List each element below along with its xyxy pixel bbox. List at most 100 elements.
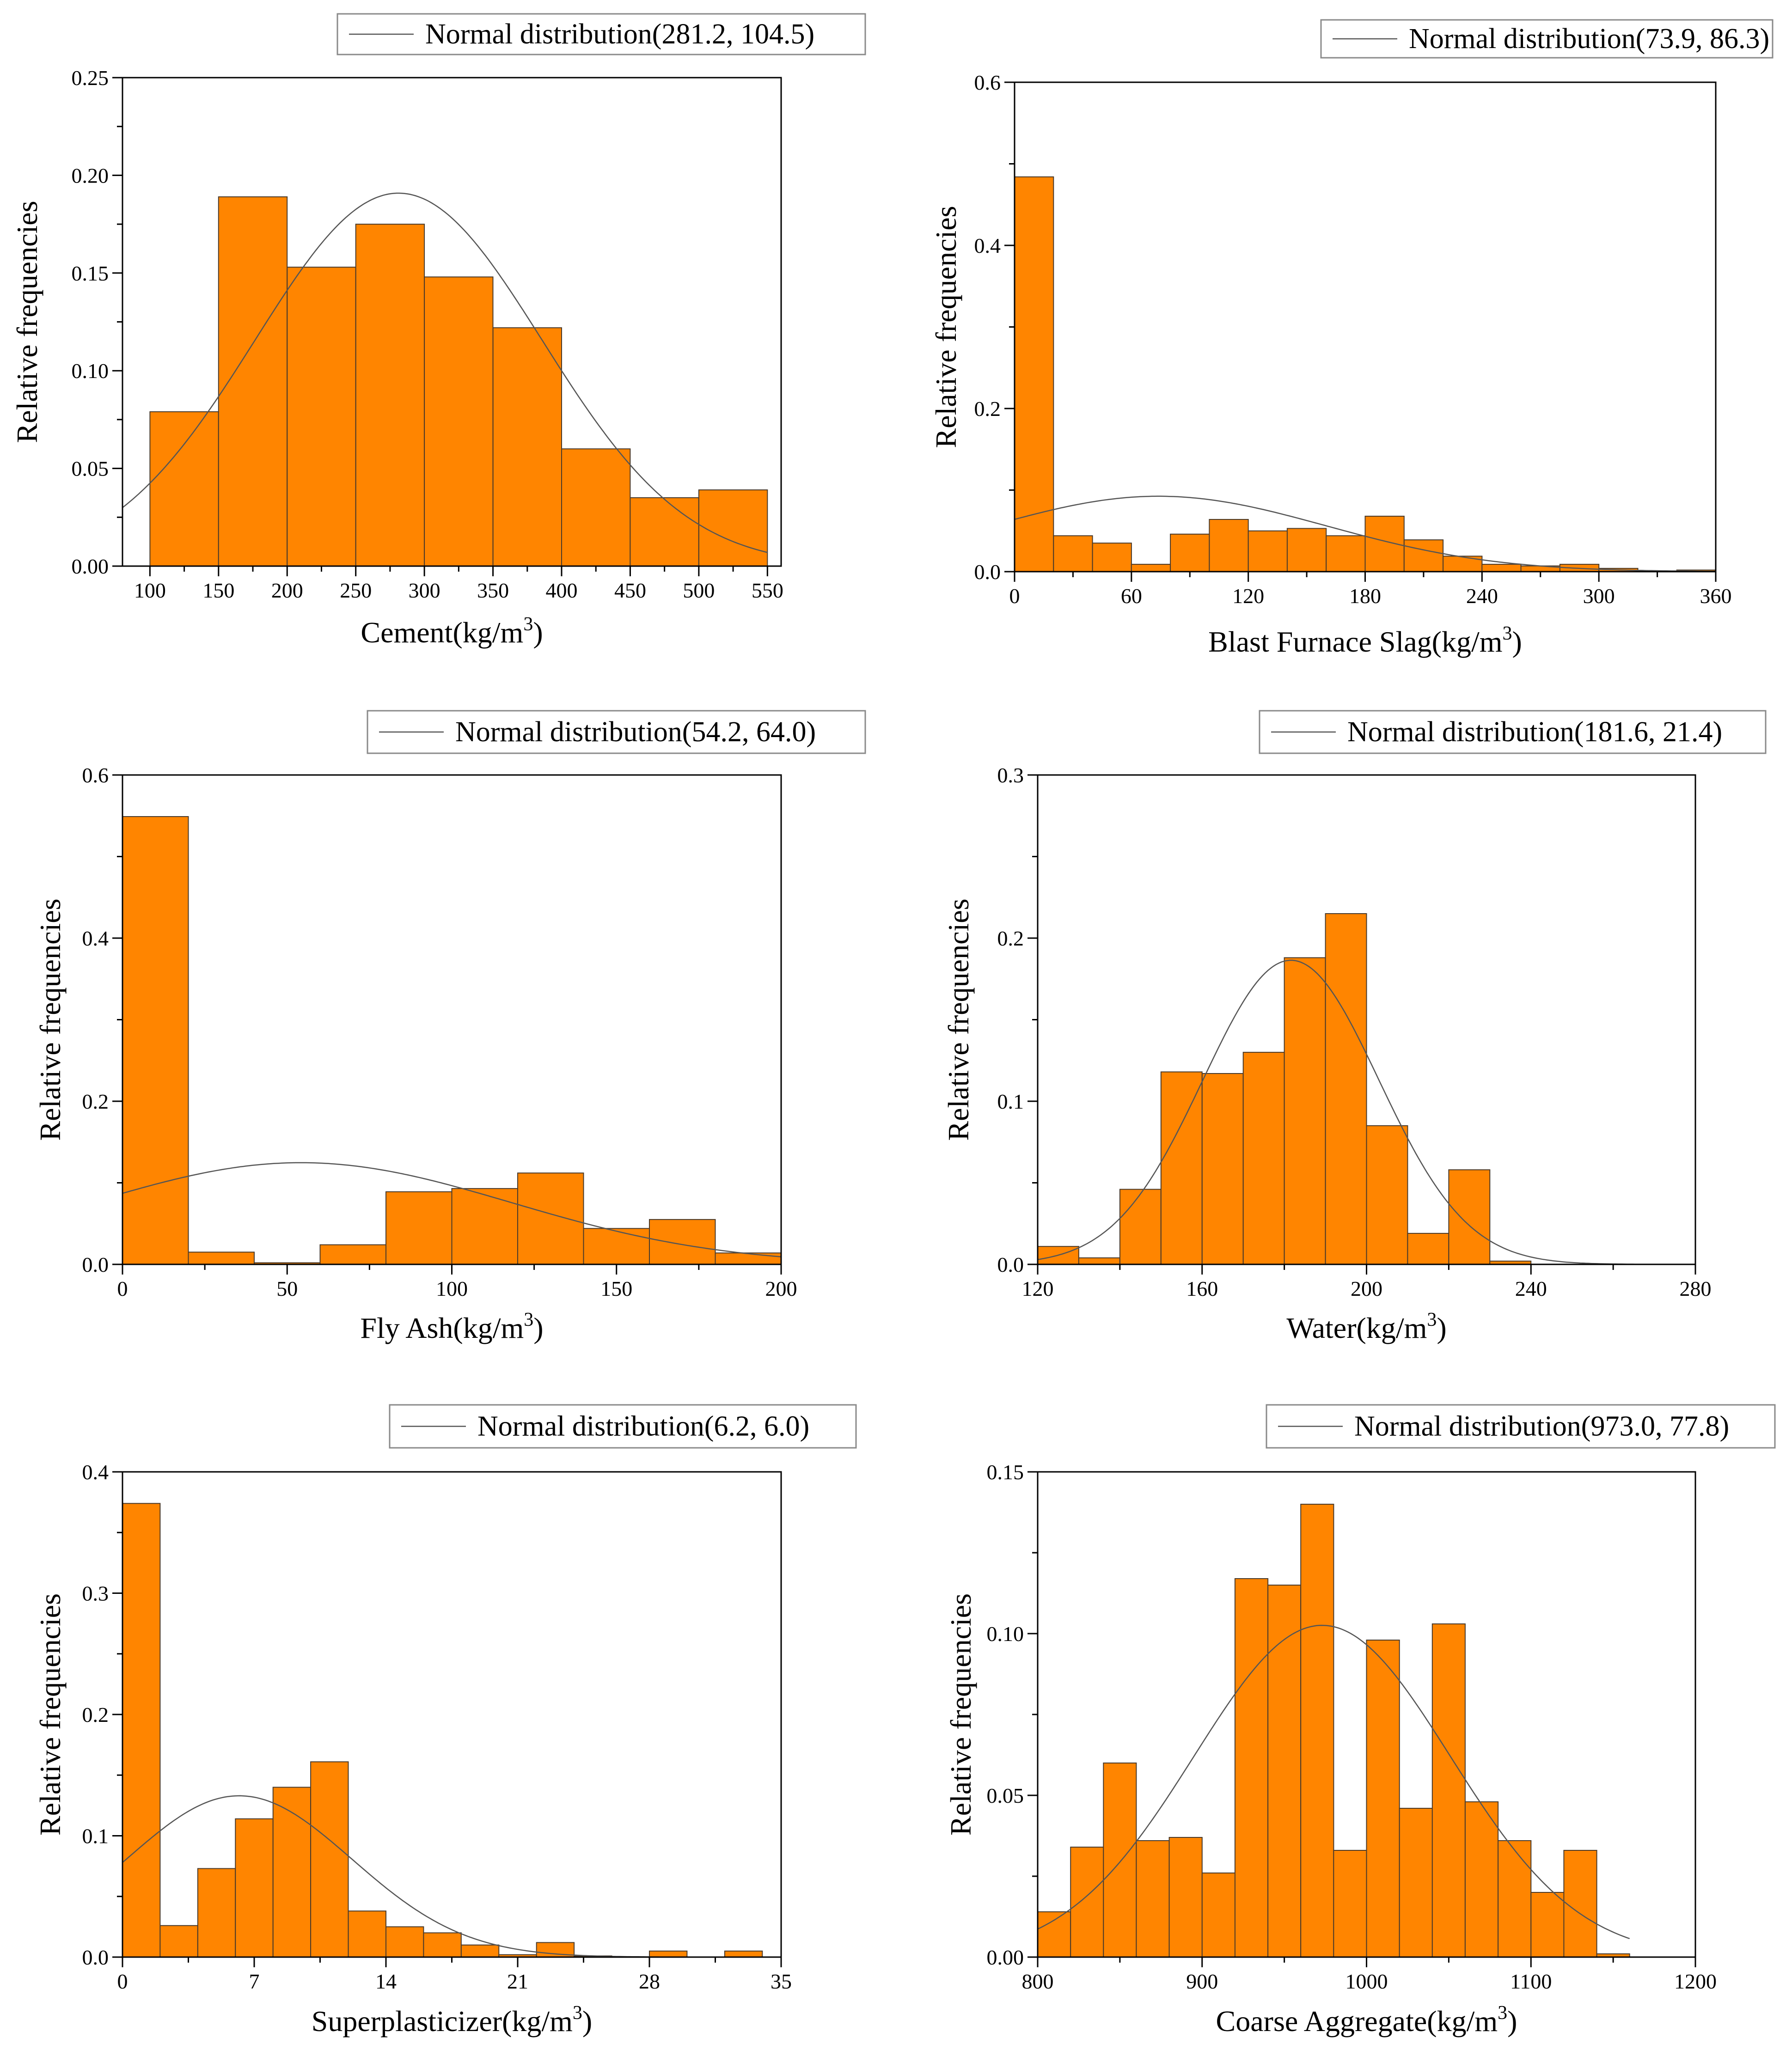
normal-distribution-curve (122, 1162, 782, 1257)
histogram-bar (1242, 1052, 1285, 1265)
histogram-bar (1448, 1169, 1491, 1265)
y-tick-label: 0.0 (997, 1253, 1024, 1276)
histogram-bar (460, 1944, 500, 1958)
histogram-bar (218, 196, 288, 567)
histogram-bar (197, 1868, 236, 1958)
x-tick-label: 200 (1351, 1277, 1382, 1300)
histogram-bar (1209, 519, 1249, 572)
histogram-bar (1119, 1189, 1162, 1265)
x-tick-label: 550 (752, 579, 783, 602)
x-tick-label: 450 (614, 579, 646, 602)
histogram-bar (1201, 1073, 1244, 1265)
y-axis-label: Relative frequencies (11, 201, 43, 443)
y-tick-label: 0.0 (82, 1946, 109, 1969)
y-tick-label: 0.15 (72, 262, 109, 285)
histogram-bar (1170, 533, 1210, 573)
x-tick-label: 14 (375, 1970, 397, 1993)
histogram-bar (1464, 1801, 1499, 1958)
histogram-bar (1366, 1640, 1400, 1958)
x-tick-label: 360 (1700, 584, 1732, 608)
x-tick-label: 300 (1583, 584, 1615, 608)
y-tick-label: 0.10 (987, 1622, 1024, 1646)
x-tick-label: 1000 (1346, 1970, 1388, 1993)
x-tick-label: 150 (202, 579, 234, 602)
legend-box (367, 710, 866, 754)
histogram-bar (1070, 1847, 1104, 1958)
histogram-bar (122, 816, 189, 1265)
legend-label: Normal distribution(73.9, 86.3) (1409, 23, 1769, 55)
histogram-bar (1300, 1504, 1334, 1958)
y-tick-label: 0.6 (974, 71, 1001, 94)
normal-distribution-curve (1014, 495, 1716, 572)
histogram-bar (1498, 1840, 1532, 1958)
histogram-bar (715, 1252, 782, 1265)
legend: Normal distribution(181.6, 21.4) (1259, 710, 1767, 754)
histogram-bar (1481, 564, 1522, 572)
chart-panel-2: 0 60 120 180 240 300 360 0.0 0.2 0.4 0.6 Blast Furn… (930, 19, 1774, 658)
histogram-bar (287, 267, 356, 567)
x-tick-label: 240 (1515, 1277, 1547, 1300)
y-tick-label: 0.2 (82, 1090, 109, 1113)
legend: Normal distribution(6.2, 6.0) (389, 1404, 857, 1449)
normal-distribution-curve (1037, 959, 1695, 1265)
histogram-bar (1037, 1911, 1071, 1958)
histogram-bar (122, 1503, 161, 1958)
y-tick-label: 0.6 (82, 763, 109, 787)
x-axis-label: Water(kg/m3) (1286, 1309, 1446, 1344)
histogram-bar (1014, 176, 1054, 572)
x-axis-label: Blast Furnace Slag(kg/m3) (1208, 623, 1522, 658)
x-tick-label: 150 (600, 1277, 632, 1300)
chart-panel-5: 0 7 14 21 28 35 0.0 0.1 0.2 0.3 0.4 Superplasticize… (34, 1404, 857, 2037)
histogram-bar (649, 1219, 716, 1265)
x-tick-label: 180 (1349, 584, 1381, 608)
histogram-bar (1201, 1873, 1236, 1958)
histogram-bar (149, 411, 219, 567)
legend-label: Normal distribution(281.2, 104.5) (425, 18, 814, 50)
normal-distribution-curve (1037, 1624, 1630, 1940)
x-tick-label: 120 (1232, 584, 1264, 608)
histogram-bar (451, 1188, 518, 1265)
histogram-bar (1403, 539, 1444, 572)
legend-label: Normal distribution(6.2, 6.0) (477, 1411, 809, 1442)
histogram-bar (1248, 530, 1288, 573)
histogram-bar (1431, 1623, 1466, 1958)
y-axis-label: Relative frequencies (930, 206, 962, 448)
histogram-bar (1333, 1850, 1367, 1958)
chart-panel-3: 0 50 100 150 200 0.0 0.2 0.4 0.6 Fly Ash(kg/m3) Re… (34, 710, 866, 1344)
y-axis-label: Relative frequencies (34, 1593, 67, 1836)
legend: Normal distribution(73.9, 86.3) (1320, 19, 1774, 59)
histogram-bar (424, 276, 494, 567)
legend: Normal distribution(973.0, 77.8) (1266, 1404, 1776, 1449)
histogram-bar (561, 448, 631, 567)
histogram-bar (235, 1818, 274, 1958)
histogram-bar (385, 1926, 424, 1958)
y-tick-label: 0.05 (72, 457, 109, 481)
x-tick-label: 100 (134, 579, 166, 602)
histogram-bar (1168, 1837, 1203, 1958)
y-tick-label: 0.3 (82, 1582, 109, 1605)
x-tick-label: 100 (436, 1277, 468, 1300)
histogram-bar (1267, 1585, 1302, 1958)
y-tick-label: 0.20 (72, 164, 109, 187)
x-tick-label: 1200 (1674, 1970, 1717, 1993)
y-axis-label: Relative frequencies (944, 1593, 977, 1836)
x-tick-label: 240 (1466, 584, 1498, 608)
y-tick-label: 0.4 (974, 234, 1001, 257)
chart-panel-4: 120 160 200 240 280 0.0 0.1 0.2 0.3 Water(kg/m3) R… (942, 710, 1767, 1344)
y-tick-label: 0.0 (974, 560, 1001, 584)
y-axis-label: Relative frequencies (942, 898, 975, 1141)
legend: Normal distribution(54.2, 64.0) (367, 710, 866, 754)
histogram-bar (1160, 1071, 1203, 1265)
x-tick-label: 120 (1022, 1277, 1054, 1300)
legend-box (1266, 1404, 1776, 1449)
histogram-bar (159, 1925, 198, 1958)
y-tick-label: 0.10 (72, 359, 109, 383)
histogram-bar (583, 1228, 650, 1265)
histogram-bar (1284, 957, 1326, 1265)
histogram-bar (1053, 535, 1093, 573)
x-tick-label: 35 (771, 1970, 792, 1993)
legend-label: Normal distribution(973.0, 77.8) (1354, 1411, 1729, 1442)
x-tick-label: 50 (276, 1277, 298, 1300)
